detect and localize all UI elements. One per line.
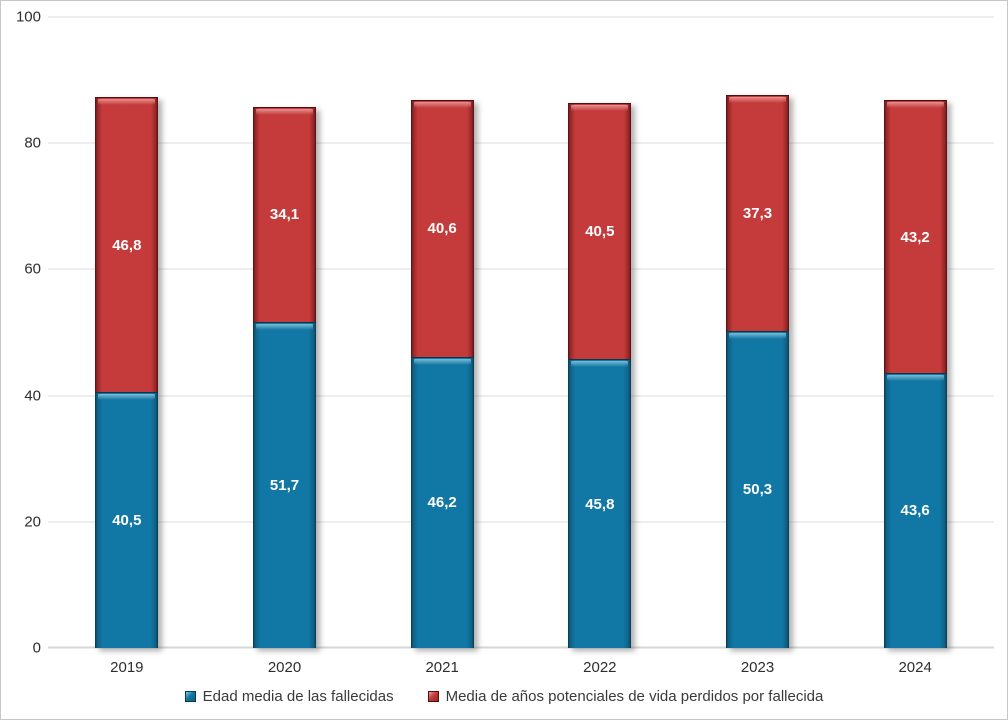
bar-segment: 40,5 bbox=[95, 392, 159, 648]
legend-marker-icon bbox=[184, 691, 196, 702]
y-axis-label: 60 bbox=[24, 260, 41, 278]
bar-segment: 34,1 bbox=[253, 106, 316, 322]
bar-segment: 46,8 bbox=[95, 97, 159, 393]
bar-value-label: 51,7 bbox=[269, 476, 300, 494]
bar-segment: 50,3 bbox=[726, 330, 789, 648]
bar-stack: 40,5 45,8 bbox=[568, 103, 632, 648]
bar-bevel-highlight bbox=[413, 102, 471, 109]
legend-item: Edad media de las fallecidas bbox=[184, 688, 394, 705]
bar-value-label: 46,2 bbox=[427, 494, 457, 512]
gridline bbox=[48, 395, 994, 397]
x-axis-label: 2023 bbox=[740, 659, 775, 676]
y-axis-label: 20 bbox=[24, 513, 41, 531]
legend-label: Edad media de las fallecidas bbox=[202, 688, 394, 705]
gridline bbox=[48, 16, 994, 18]
bar-segment: 40,5 bbox=[568, 103, 632, 360]
x-axis-label: 2021 bbox=[425, 659, 459, 676]
x-axis-label: 2024 bbox=[898, 659, 932, 676]
bar-bevel-highlight bbox=[729, 332, 786, 339]
bar-value-label: 40,5 bbox=[112, 512, 142, 530]
legend-label: Media de años potenciales de vida perdid… bbox=[445, 688, 824, 705]
gridline bbox=[48, 268, 994, 270]
y-axis-label: 80 bbox=[24, 134, 41, 152]
bar-value-label: 40,6 bbox=[427, 220, 457, 238]
bar-value-label: 45,8 bbox=[585, 495, 615, 513]
y-axis-label: 100 bbox=[15, 8, 41, 26]
bar-value-label: 46,8 bbox=[112, 236, 142, 254]
bar-value-label: 40,5 bbox=[585, 223, 615, 241]
bar-segment: 43,2 bbox=[883, 100, 947, 373]
gridline bbox=[48, 521, 994, 523]
bar-bevel-highlight bbox=[571, 361, 629, 368]
bar-segment: 51,7 bbox=[253, 321, 316, 648]
bar-value-label: 34,1 bbox=[269, 206, 300, 224]
x-axis-label: 2020 bbox=[267, 659, 302, 676]
bar-segment: 37,3 bbox=[726, 95, 789, 331]
bar-value-label: 50,3 bbox=[742, 481, 773, 499]
bar-stack: 43,2 43,6 bbox=[883, 100, 947, 648]
bar-segment: 40,6 bbox=[410, 100, 474, 357]
bar-bevel-highlight bbox=[886, 374, 944, 381]
y-axis-label: 40 bbox=[24, 387, 41, 405]
bar-bevel-highlight bbox=[729, 97, 786, 104]
gridline bbox=[48, 142, 994, 144]
legend: Edad media de las fallecidas Media de año… bbox=[1, 689, 1007, 704]
bar-stack: 46,8 40,5 bbox=[95, 97, 159, 648]
bar-bevel-highlight bbox=[886, 102, 944, 109]
legend-marker-icon bbox=[427, 691, 439, 702]
bar-stack: 37,3 50,3 bbox=[726, 95, 789, 648]
bar-segment: 43,6 bbox=[883, 372, 947, 648]
bar-bevel-highlight bbox=[256, 323, 313, 330]
legend-item: Media de años potenciales de vida perdid… bbox=[427, 688, 824, 705]
bar-value-label: 43,2 bbox=[900, 228, 930, 246]
gridline bbox=[48, 646, 994, 649]
bar-bevel-highlight bbox=[98, 99, 156, 106]
bar-value-label: 43,6 bbox=[900, 502, 930, 520]
bar-bevel-highlight bbox=[256, 108, 313, 115]
y-axis-label: 0 bbox=[32, 639, 41, 657]
x-axis-label: 2022 bbox=[583, 659, 617, 676]
bar-stack: 40,6 46,2 bbox=[410, 100, 474, 648]
bar-segment: 45,8 bbox=[568, 359, 632, 648]
bar-bevel-highlight bbox=[98, 394, 156, 401]
bar-stack: 34,1 51,7 bbox=[253, 106, 316, 648]
bar-value-label: 37,3 bbox=[742, 205, 773, 222]
plot-area: 46,8 40,5 34,1 51,7 40,6 46,2 40,5 45,8 37,3 50,3… bbox=[48, 16, 994, 649]
x-axis-label: 2019 bbox=[110, 659, 144, 676]
bar-bevel-highlight bbox=[571, 105, 629, 112]
bar-segment: 46,2 bbox=[410, 356, 474, 648]
bar-bevel-highlight bbox=[413, 358, 471, 365]
x-axis: 2019 2020 2021 2022 2023 2024 bbox=[48, 659, 994, 679]
